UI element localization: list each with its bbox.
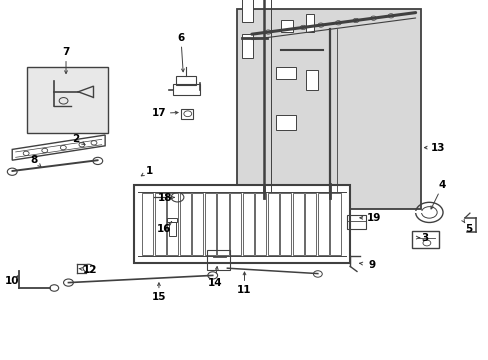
Bar bbox=[181, 109, 193, 119]
Text: 9: 9 bbox=[367, 260, 374, 270]
Bar bbox=[155, 193, 165, 255]
Bar bbox=[27, 67, 107, 133]
Bar bbox=[176, 76, 195, 85]
Bar bbox=[276, 115, 295, 130]
Bar bbox=[167, 193, 178, 255]
Bar bbox=[180, 193, 191, 255]
Bar bbox=[281, 20, 293, 32]
Bar bbox=[267, 193, 278, 255]
Text: 5: 5 bbox=[464, 224, 471, 234]
Bar bbox=[204, 193, 216, 255]
Bar bbox=[305, 193, 316, 255]
Text: 4: 4 bbox=[438, 180, 446, 190]
Bar bbox=[206, 250, 230, 270]
Text: 17: 17 bbox=[151, 108, 166, 118]
Bar bbox=[346, 215, 365, 229]
Bar bbox=[242, 34, 252, 58]
Text: 2: 2 bbox=[72, 134, 79, 144]
Bar bbox=[229, 193, 241, 255]
Text: 3: 3 bbox=[421, 233, 428, 243]
Bar bbox=[317, 193, 328, 255]
Bar bbox=[242, 193, 253, 255]
Bar bbox=[167, 218, 177, 222]
Bar bbox=[305, 14, 314, 32]
Bar bbox=[142, 193, 153, 255]
Bar bbox=[329, 193, 341, 255]
Bar bbox=[411, 231, 438, 248]
Bar bbox=[237, 9, 420, 209]
Bar bbox=[192, 193, 203, 255]
Text: 8: 8 bbox=[31, 155, 38, 165]
Text: 12: 12 bbox=[83, 265, 98, 275]
Bar bbox=[172, 84, 199, 95]
Bar bbox=[217, 193, 228, 255]
Text: 18: 18 bbox=[158, 193, 172, 203]
Text: 11: 11 bbox=[237, 285, 251, 295]
Text: 1: 1 bbox=[145, 166, 152, 176]
Text: 13: 13 bbox=[429, 143, 444, 153]
Bar bbox=[134, 185, 349, 263]
Text: 14: 14 bbox=[207, 278, 222, 288]
Text: 15: 15 bbox=[151, 292, 166, 302]
Text: 10: 10 bbox=[5, 276, 20, 286]
Bar bbox=[292, 193, 303, 255]
Bar bbox=[255, 193, 265, 255]
Text: 7: 7 bbox=[62, 47, 70, 57]
Bar bbox=[276, 67, 295, 79]
Bar bbox=[280, 193, 291, 255]
Text: 16: 16 bbox=[156, 224, 171, 234]
Bar bbox=[305, 70, 317, 90]
Text: 19: 19 bbox=[366, 213, 381, 223]
Text: 6: 6 bbox=[177, 33, 184, 43]
Bar bbox=[242, 0, 252, 22]
Bar bbox=[169, 222, 175, 236]
